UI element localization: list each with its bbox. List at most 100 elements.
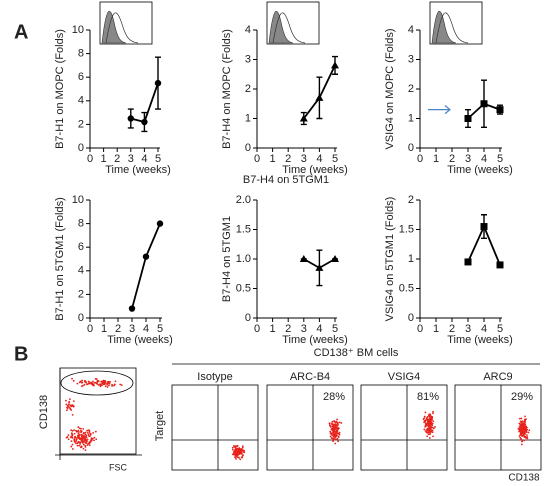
event-dot bbox=[67, 434, 70, 437]
flow-title: ARC-B4 bbox=[290, 371, 330, 383]
event-dot bbox=[520, 429, 522, 431]
event-dot bbox=[518, 430, 521, 433]
x-tick-label: 1 bbox=[270, 323, 276, 335]
event-dot bbox=[333, 423, 336, 426]
event-dot bbox=[82, 443, 85, 446]
arrow bbox=[428, 105, 451, 115]
x-axis-label: Time (weeks) bbox=[447, 334, 513, 346]
event-dot bbox=[335, 427, 338, 430]
event-dot bbox=[525, 430, 527, 433]
event-dot bbox=[88, 444, 91, 447]
event-dot bbox=[526, 434, 528, 436]
y-tick-label: 1.5 bbox=[399, 223, 414, 235]
event-dot bbox=[431, 429, 434, 432]
y-tick-label: 0.5 bbox=[236, 282, 251, 294]
event-dot bbox=[119, 383, 122, 386]
event-dot bbox=[96, 383, 99, 385]
event-dot bbox=[336, 434, 338, 437]
event-dot bbox=[97, 383, 100, 386]
event-dot bbox=[71, 434, 74, 437]
y-tick-label: 6 bbox=[78, 71, 84, 83]
event-dot bbox=[93, 439, 95, 442]
event-dot bbox=[429, 413, 431, 416]
flow-title: VSIG4 bbox=[388, 371, 420, 383]
y-axis-label: B7-H1 on MOPC (Folds) bbox=[54, 29, 66, 149]
event-dot bbox=[429, 425, 432, 428]
event-dot bbox=[519, 420, 522, 423]
event-dot bbox=[429, 423, 432, 426]
x-tick-label: 0 bbox=[87, 153, 93, 165]
event-dot bbox=[100, 383, 103, 386]
event-dot bbox=[95, 438, 98, 441]
event-dot bbox=[241, 445, 244, 448]
event-dot bbox=[87, 433, 90, 436]
event-dot bbox=[78, 427, 81, 430]
data-point bbox=[331, 255, 339, 262]
event-dot bbox=[236, 447, 239, 450]
x-tick-label: 5 bbox=[157, 323, 163, 335]
event-dot bbox=[527, 431, 530, 434]
y-tick-label: 2.0 bbox=[236, 194, 251, 206]
event-dot bbox=[80, 427, 82, 430]
x-tick-label: 2 bbox=[285, 153, 291, 165]
x-tick-label: 5 bbox=[497, 323, 503, 335]
event-dot bbox=[519, 436, 522, 439]
data-point bbox=[315, 263, 324, 271]
event-dot bbox=[87, 429, 89, 432]
y-tick-label: 0 bbox=[245, 142, 251, 154]
event-dot bbox=[71, 432, 73, 435]
event-dot bbox=[65, 409, 68, 412]
event-dot bbox=[91, 437, 94, 440]
event-dot bbox=[107, 384, 110, 387]
event-dot bbox=[66, 404, 69, 407]
event-dot bbox=[429, 433, 431, 436]
event-dot bbox=[425, 418, 428, 421]
event-dot bbox=[77, 441, 79, 444]
group-label: CD138⁺ BM cells bbox=[314, 347, 399, 359]
event-dot bbox=[92, 431, 95, 434]
y-tick-label: 2 bbox=[408, 194, 414, 206]
event-dot bbox=[67, 406, 70, 409]
event-dot bbox=[90, 381, 93, 384]
event-dot bbox=[518, 426, 521, 428]
x-tick-label: 4 bbox=[316, 323, 322, 335]
event-dot bbox=[332, 425, 335, 428]
event-dot bbox=[243, 449, 246, 452]
x-axis-label: Time (weeks) bbox=[282, 334, 348, 346]
event-dot bbox=[336, 418, 339, 421]
event-dot bbox=[80, 445, 83, 448]
y-tick-label: 8 bbox=[78, 48, 84, 60]
event-dot bbox=[238, 447, 241, 449]
y-tick-label: 10 bbox=[72, 24, 84, 36]
data-point bbox=[480, 223, 488, 231]
y-tick-label: 2 bbox=[78, 288, 84, 300]
y-tick-label: 2 bbox=[245, 83, 251, 95]
event-dot bbox=[71, 443, 74, 446]
event-dot bbox=[79, 429, 82, 432]
event-dot bbox=[108, 382, 111, 385]
y-tick-label: 1.5 bbox=[236, 223, 251, 235]
event-dot bbox=[427, 420, 430, 423]
event-dot bbox=[93, 384, 95, 387]
event-dot bbox=[236, 444, 239, 447]
event-dot bbox=[237, 449, 240, 452]
event-dot bbox=[94, 430, 97, 433]
event-dot bbox=[81, 441, 84, 444]
event-dot bbox=[83, 439, 86, 442]
event-dot bbox=[423, 417, 426, 420]
flow-title: Isotype bbox=[197, 371, 232, 383]
x-axis-label: Time (weeks) bbox=[447, 164, 513, 176]
x-tick-label: 0 bbox=[254, 323, 260, 335]
event-dot bbox=[232, 444, 235, 447]
gate-ellipse bbox=[60, 370, 134, 396]
event-dot bbox=[114, 380, 117, 383]
panel-label: B bbox=[14, 343, 28, 365]
event-dot bbox=[523, 418, 526, 421]
event-dot bbox=[526, 428, 529, 431]
event-dot bbox=[519, 433, 522, 436]
event-dot bbox=[518, 417, 521, 420]
event-dot bbox=[518, 428, 521, 431]
gate-axes bbox=[55, 368, 142, 460]
gate-y-label: CD138 bbox=[38, 395, 50, 429]
axis bbox=[419, 200, 502, 319]
